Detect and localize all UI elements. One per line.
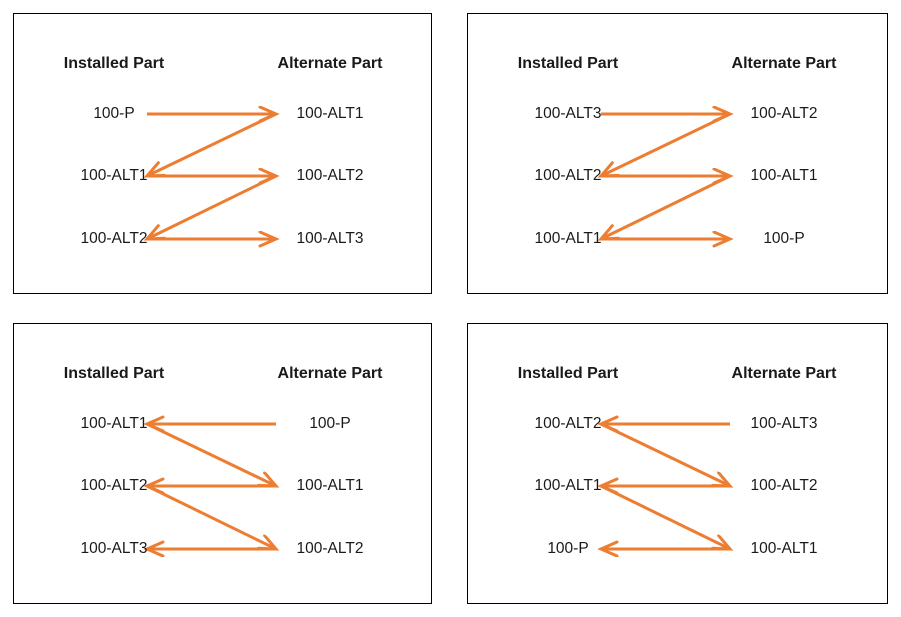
installed-part-header: Installed Part [63, 55, 165, 72]
arrow-right1-to-left2 [601, 174, 731, 239]
alternate-part-label: 100-ALT1 [750, 540, 818, 557]
installed-part-label: 100-P [93, 105, 135, 122]
arrow-right1-to-left2 [147, 174, 277, 239]
installed-part-header: Installed Part [63, 365, 165, 382]
alternate-part-header: Alternate Part [277, 365, 383, 382]
arrow-left1-to-right2 [600, 484, 730, 549]
alternate-part-label: 100-ALT2 [296, 167, 364, 184]
installed-part-label: 100-ALT2 [534, 167, 602, 184]
panel-top-right: Installed Part Alternate Part 100-ALT3 100-… [467, 13, 888, 294]
alternate-part-header: Alternate Part [277, 55, 383, 72]
alternate-part-label: 100-ALT1 [296, 477, 364, 494]
installed-part-label: 100-P [547, 540, 589, 557]
arrow-left0-to-right1 [600, 422, 730, 486]
alternate-part-label: 100-P [763, 230, 805, 247]
panel-bottom-right: Installed Part Alternate Part 100-ALT2 100-… [467, 323, 888, 604]
alternate-part-label: 100-ALT2 [750, 477, 818, 494]
alternate-part-label: 100-ALT1 [750, 167, 818, 184]
alternate-part-label: 100-P [309, 415, 351, 432]
installed-part-label: 100-ALT1 [534, 477, 602, 494]
installed-part-label: 100-ALT2 [80, 477, 148, 494]
panel-bottom-left: Installed Part Alternate Part 100-ALT1 100-… [13, 323, 432, 604]
installed-part-label: 100-ALT1 [80, 415, 148, 432]
arrow-left0-to-right1 [146, 422, 276, 486]
alternate-part-header: Alternate Part [731, 55, 837, 72]
arrow-right0-to-left1 [601, 112, 731, 176]
arrow-left1-to-right2 [146, 484, 276, 549]
alternate-part-header: Alternate Part [731, 365, 837, 382]
installed-part-header: Installed Part [517, 55, 619, 72]
installed-part-header: Installed Part [517, 365, 619, 382]
panel-top-left: Installed Part Alternate Part 100-P 100-ALT… [13, 13, 432, 294]
alternate-part-label: 100-ALT2 [750, 105, 818, 122]
installed-part-label: 100-ALT1 [80, 167, 148, 184]
installed-part-label: 100-ALT3 [534, 105, 602, 122]
installed-part-label: 100-ALT2 [80, 230, 148, 247]
alternate-part-label: 100-ALT2 [296, 540, 364, 557]
arrow-right0-to-left1 [147, 112, 277, 176]
alternate-part-label: 100-ALT1 [296, 105, 364, 122]
alternate-part-label: 100-ALT3 [750, 415, 818, 432]
alternate-part-label: 100-ALT3 [296, 230, 364, 247]
installed-part-label: 100-ALT2 [534, 415, 602, 432]
installed-part-label: 100-ALT1 [534, 230, 602, 247]
installed-part-label: 100-ALT3 [80, 540, 148, 557]
